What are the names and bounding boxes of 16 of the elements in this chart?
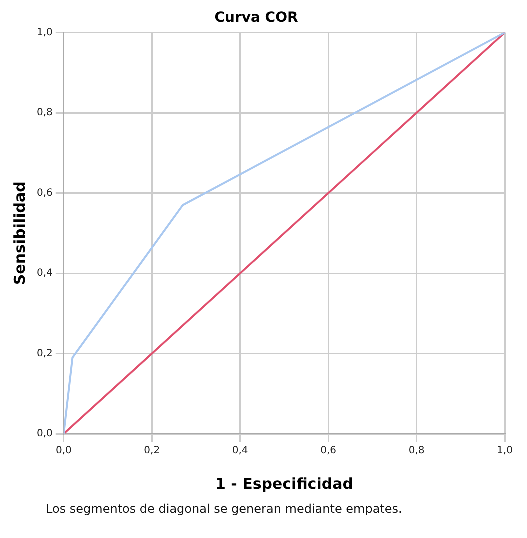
y-axis-title: Sensibilidad (10, 182, 29, 286)
x-tick-label: 0,2 (144, 446, 160, 457)
x-axis-title: 1 - Especificidad (215, 474, 354, 493)
y-tick-label: 0,2 (36, 348, 53, 360)
x-tick-label: 1,0 (497, 446, 513, 457)
y-tick-label: 1,0 (36, 27, 53, 38)
y-tick-label: 0,6 (36, 188, 53, 199)
x-tick-label: 0,4 (232, 446, 248, 457)
text: Los segmentos de diagonal se generan mediante empates. (46, 502, 404, 516)
x-tick-label: 0,0 (56, 446, 72, 457)
y-tick-label: 0,4 (36, 268, 53, 280)
chart-title: Curva COR (214, 10, 298, 26)
y-tick-label: 0,0 (36, 428, 53, 440)
x-tick-label: 0,8 (408, 446, 425, 457)
y-tick-label: 0,8 (36, 108, 53, 119)
x-tick-label: 0,6 (320, 446, 337, 457)
